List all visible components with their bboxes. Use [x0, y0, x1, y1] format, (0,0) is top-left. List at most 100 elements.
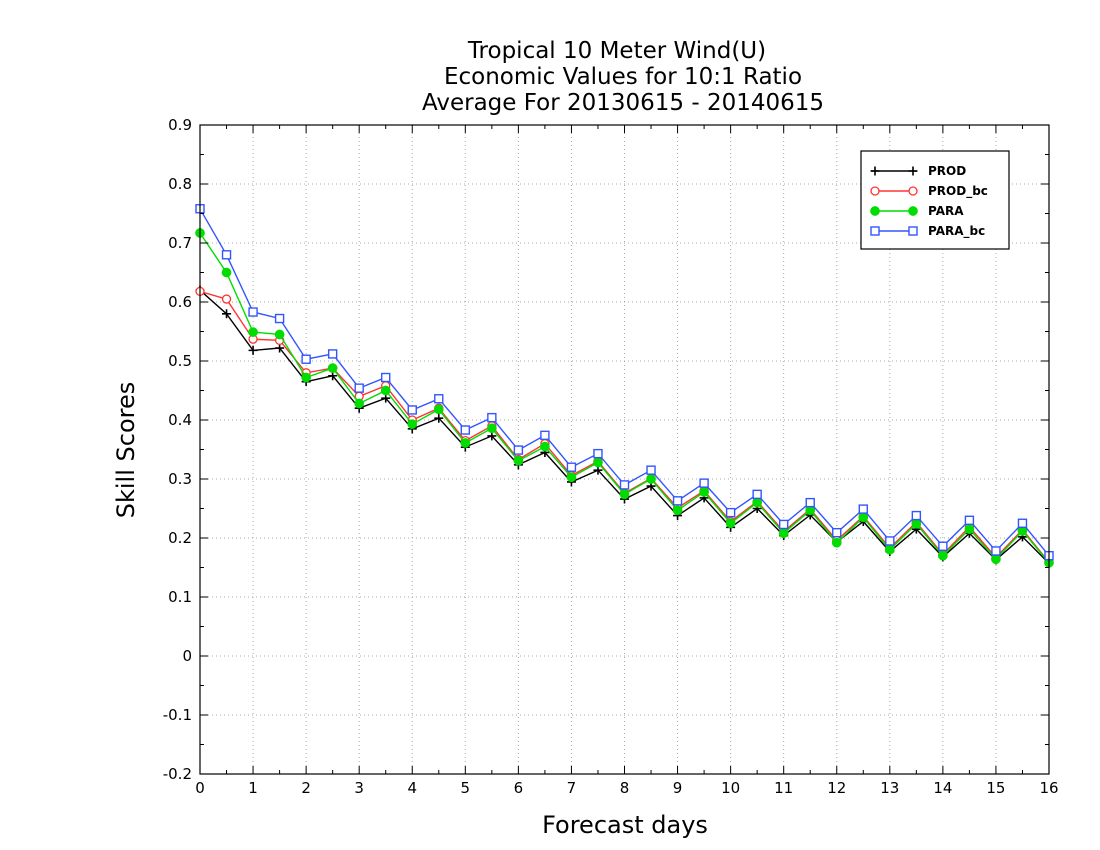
data-point-para: [991, 554, 1001, 565]
data-point-para: [486, 423, 497, 434]
data-point-para: [566, 472, 577, 483]
data-point-para-bc: [381, 372, 391, 383]
data-point-para: [938, 550, 948, 561]
data-point-para: [911, 518, 922, 529]
x-tick-label: 16: [1039, 779, 1058, 797]
x-tick-label: 4: [407, 779, 417, 797]
data-point-para: [619, 489, 630, 500]
y-tick-label: 0.8: [168, 175, 192, 193]
data-point-para-bc: [274, 313, 285, 324]
data-point-para-bc: [885, 536, 895, 546]
y-tick-label: -0.2: [163, 765, 192, 783]
data-point-para-bc: [778, 519, 789, 530]
x-tick-label: 9: [673, 779, 683, 797]
data-point-para: [407, 419, 418, 429]
data-point-para-bc: [354, 383, 364, 393]
legend-marker-para-bc: [870, 226, 880, 236]
data-point-para-bc: [248, 307, 258, 317]
legend-marker-prod-bc: [908, 186, 918, 196]
y-tick-label: 0: [182, 647, 192, 665]
data-point-prod: [222, 309, 232, 319]
x-tick-label: 3: [354, 779, 364, 797]
data-point-para-bc: [540, 430, 550, 441]
y-tick-label: 0.1: [168, 588, 192, 606]
x-tick-label: 6: [514, 779, 524, 797]
data-point-para-bc: [460, 425, 471, 435]
data-point-para: [725, 518, 736, 529]
series-para-bc: [195, 204, 1054, 561]
x-tick-label: 1: [248, 779, 258, 797]
legend-entry-prod: PROD: [870, 164, 966, 178]
data-point-para-bc: [752, 489, 762, 500]
data-point-para: [858, 512, 869, 523]
data-point-para-bc: [327, 349, 338, 359]
data-point-para: [593, 457, 603, 468]
legend-marker-para: [908, 206, 918, 216]
y-axis-label: Skill Scores: [112, 382, 140, 519]
x-tick-label: 7: [567, 779, 577, 797]
data-point-para-bc: [991, 546, 1001, 556]
x-tick-label: 2: [301, 779, 311, 797]
legend-entry-prod-bc: PROD_bc: [870, 184, 988, 199]
data-point-para-bc: [672, 496, 683, 506]
x-tick-label: 14: [933, 779, 952, 797]
data-point-para-bc: [221, 250, 232, 260]
legend-entry-para: PARA: [870, 204, 964, 218]
data-point-para: [778, 528, 789, 539]
data-point-para-bc: [593, 448, 603, 459]
data-point-para-bc: [911, 510, 922, 521]
data-point-para: [327, 363, 338, 373]
y-tick-label: 0.7: [168, 234, 192, 252]
y-tick-label: 0.5: [168, 352, 192, 370]
legend-marker-para-bc: [908, 226, 918, 236]
series-layer: [195, 204, 1054, 568]
data-point-para: [301, 372, 311, 383]
data-point-para: [380, 385, 391, 396]
data-point-para-bc: [566, 462, 577, 472]
y-tick-label: 0.4: [168, 411, 192, 429]
data-point-para-bc: [832, 527, 842, 538]
data-point-para: [221, 267, 232, 278]
data-point-para: [884, 544, 895, 555]
data-point-para: [513, 455, 524, 466]
data-point-para: [646, 474, 656, 484]
data-point-para: [354, 398, 365, 409]
x-tick-label: 10: [721, 779, 740, 797]
data-point-para-bc: [699, 478, 709, 488]
legend-label-para: PARA: [928, 204, 964, 218]
data-point-prod: [275, 343, 285, 353]
data-point-para: [540, 441, 550, 452]
data-point-para-bc: [646, 465, 656, 475]
data-point-para-bc: [301, 354, 311, 364]
chart-title: Tropical 10 Meter Wind(U) Economic Value…: [422, 38, 824, 116]
data-point-para: [964, 524, 975, 535]
data-point-para: [831, 537, 842, 548]
data-point-para: [248, 327, 258, 337]
y-tick-label: 0.6: [168, 293, 192, 311]
data-point-para-bc: [1017, 518, 1028, 528]
x-tick-label: 8: [620, 779, 630, 797]
data-point-prod-bc: [221, 294, 232, 304]
y-tick-label: 0.2: [168, 529, 192, 547]
data-point-prod: [434, 413, 444, 423]
legend-marker-prod-bc: [870, 186, 880, 196]
data-point-para: [460, 438, 471, 448]
legend-label-prod-bc: PROD_bc: [928, 184, 988, 199]
legend-entry-para-bc: PARA_bc: [870, 224, 985, 239]
x-tick-label: 12: [827, 779, 846, 797]
series-line-para-bc: [199, 208, 1050, 557]
axis-ticks: 0 1 2 3 4 5 6 7 8 9 10 11 12 13 14 15 16-0.2-0.100.10.20…: [163, 116, 1059, 797]
x-tick-label: 13: [880, 779, 899, 797]
data-point-para: [752, 497, 763, 508]
x-tick-label: 11: [774, 779, 793, 797]
data-point-para-bc: [805, 497, 815, 508]
legend-label-para-bc: PARA_bc: [928, 224, 985, 239]
data-point-para-bc: [487, 412, 497, 423]
data-point-prod: [248, 345, 258, 355]
y-tick-label: -0.1: [163, 706, 192, 724]
data-point-para-bc: [938, 541, 948, 551]
data-point-para: [672, 505, 683, 516]
legend-marker-prod: [870, 166, 880, 176]
x-tick-label: 0: [195, 779, 205, 797]
